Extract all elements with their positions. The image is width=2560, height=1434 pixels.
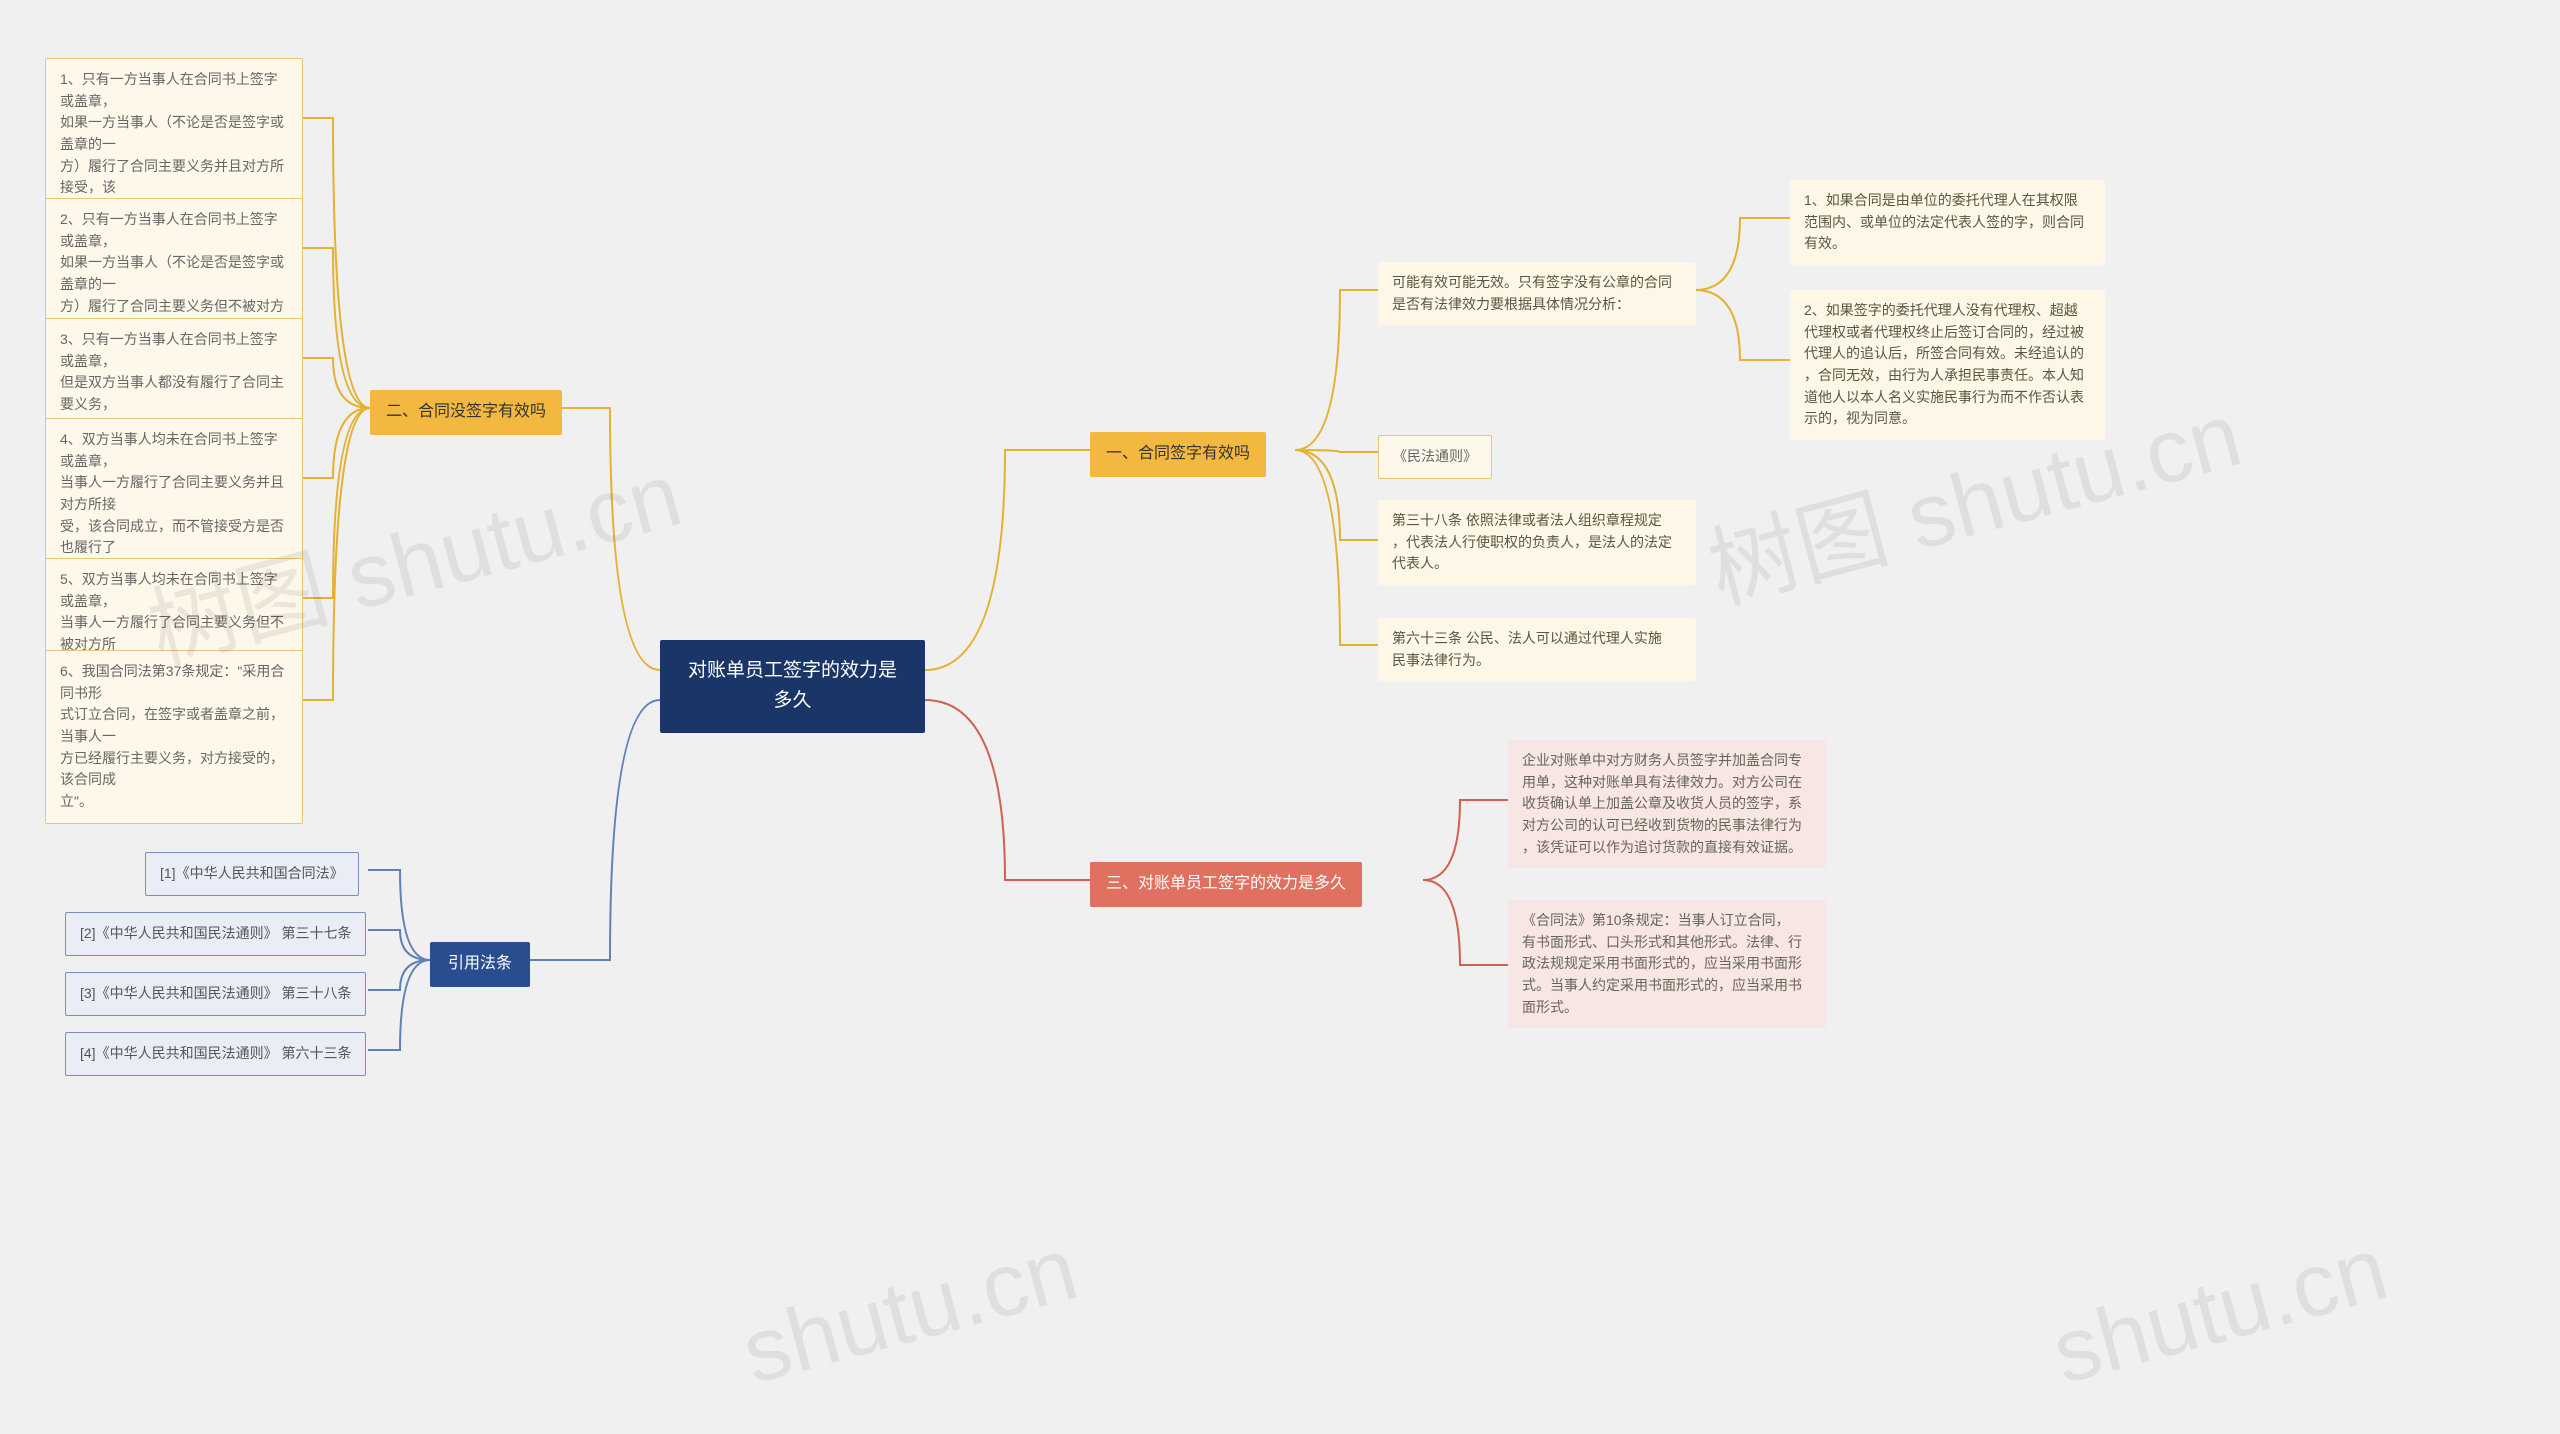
leaf-b4-2: [3]《中华人民共和国民法通则》 第三十八条 [65, 972, 366, 1016]
watermark: shutu.cn [732, 1218, 1087, 1406]
branch-1: 一、合同签字有效吗 [1090, 432, 1266, 477]
leaf-b4-0: [1]《中华人民共和国合同法》 [145, 852, 359, 896]
leaf-b3-1: 《合同法》第10条规定：当事人订立合同，有书面形式、口头形式和其他形式。法律、行… [1508, 900, 1826, 1028]
leaf-b4-3: [4]《中华人民共和国民法通则》 第六十三条 [65, 1032, 366, 1076]
leaf-b1-0: 可能有效可能无效。只有签字没有公章的合同是否有法律效力要根据具体情况分析： [1378, 262, 1696, 325]
leaf-b3-0: 企业对账单中对方财务人员签字并加盖合同专用单，这种对账单具有法律效力。对方公司在… [1508, 740, 1826, 868]
branch-3: 三、对账单员工签字的效力是多久 [1090, 862, 1362, 907]
branch-4: 引用法条 [430, 942, 530, 987]
leaf-b1-1: 《民法通则》 [1378, 435, 1492, 479]
leaf-b1-2: 第三十八条 依照法律或者法人组织章程规定，代表法人行使职权的负责人，是法人的法定… [1378, 500, 1696, 585]
connectors [0, 0, 2560, 1434]
branch-2: 二、合同没签字有效吗 [370, 390, 562, 435]
leaf-b2-5: 6、我国合同法第37条规定："采用合同书形式订立合同，在签字或者盖章之前，当事人… [45, 650, 303, 824]
leaf-b4-1: [2]《中华人民共和国民法通则》 第三十七条 [65, 912, 366, 956]
leaf-b1-sub-0: 1、如果合同是由单位的委托代理人在其权限范围内、或单位的法定代表人签的字，则合同… [1790, 180, 2105, 265]
leaf-b1-sub-1: 2、如果签字的委托代理人没有代理权、超越代理权或者代理权终止后签订合同的，经过被… [1790, 290, 2105, 440]
leaf-b1-3: 第六十三条 公民、法人可以通过代理人实施民事法律行为。 [1378, 618, 1696, 681]
watermark: shutu.cn [2042, 1218, 2397, 1406]
root-node: 对账单员工签字的效力是多久 [660, 640, 925, 733]
